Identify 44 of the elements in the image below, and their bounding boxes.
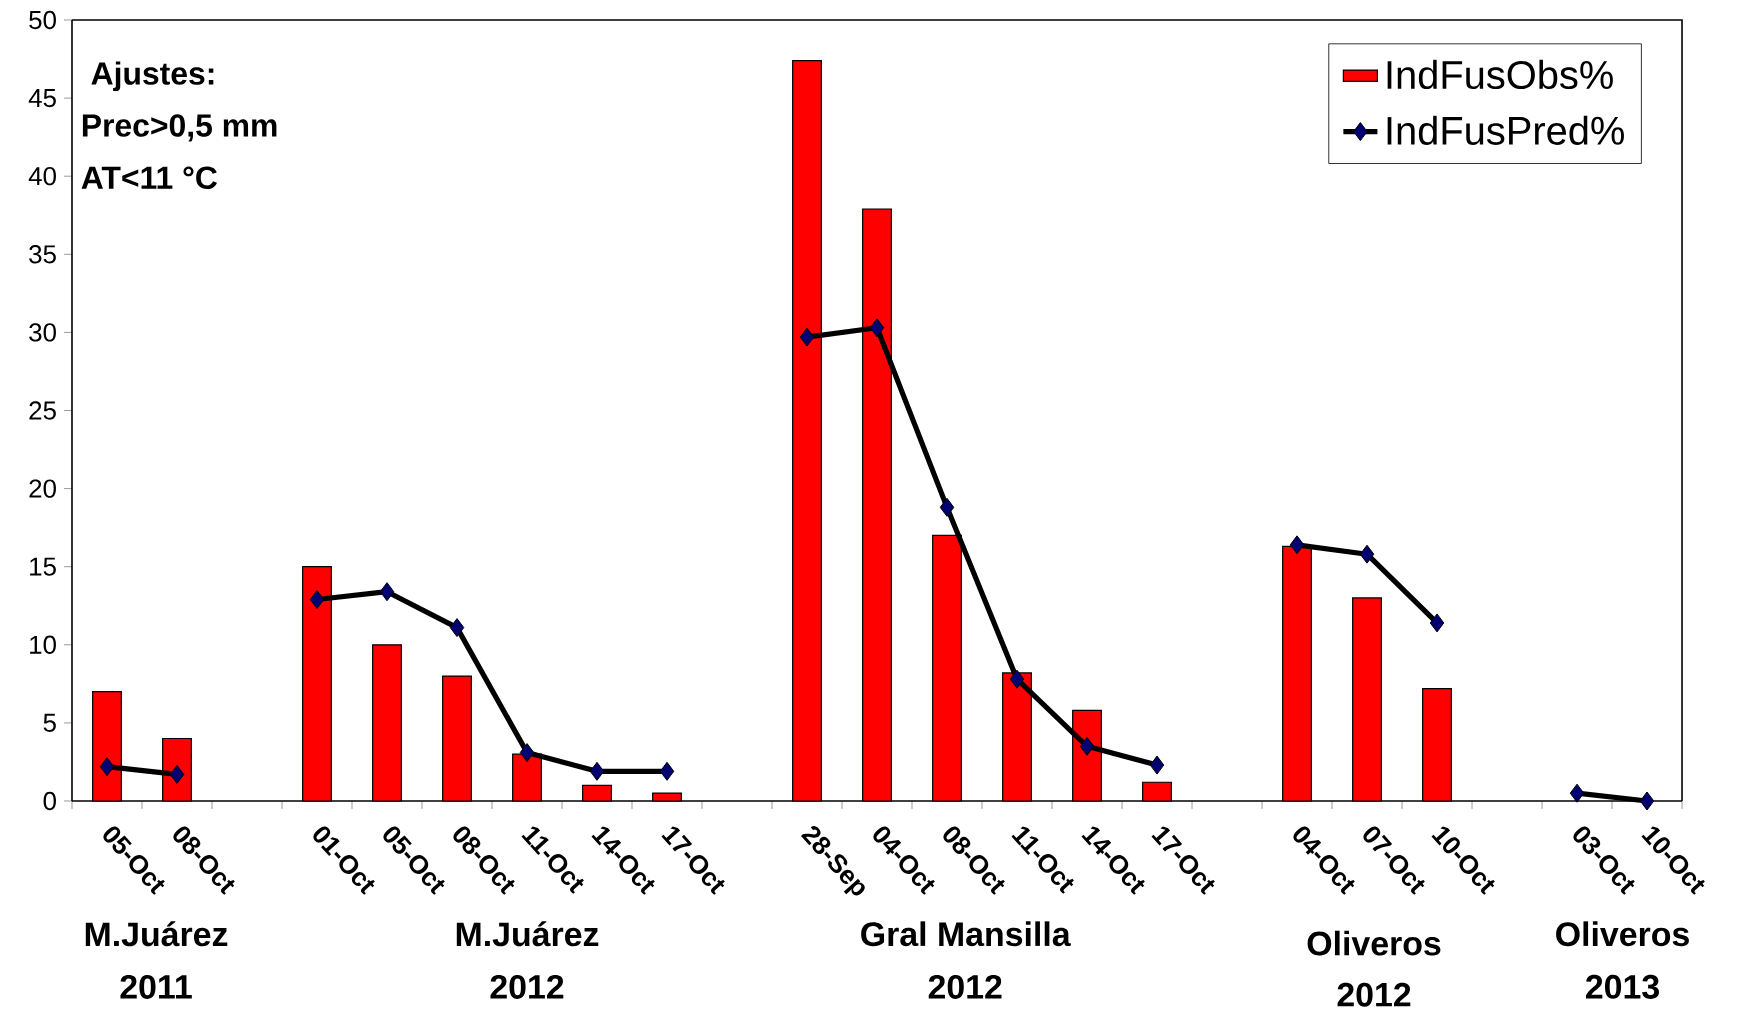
legend-label: IndFusPred%	[1387, 115, 1624, 145]
point	[659, 761, 675, 781]
point	[449, 618, 465, 638]
y-tick-label: 10	[30, 635, 56, 654]
legend-label: IndFusObs%	[1387, 59, 1613, 90]
point	[939, 497, 955, 517]
y-tick-label: 20	[29, 479, 56, 498]
y-tick-label: 45	[28, 89, 56, 108]
point	[869, 318, 885, 338]
point	[99, 757, 115, 777]
y-tick-label: 30	[29, 323, 56, 342]
point	[519, 743, 535, 763]
text: 2012	[1337, 982, 1411, 1007]
y-tick-label: 40	[28, 167, 56, 186]
text: Oliveros	[1307, 930, 1441, 956]
y-tick-label: 25	[29, 401, 56, 420]
text: 2011	[120, 974, 192, 999]
text: M.Juárez	[85, 921, 228, 947]
point	[309, 590, 325, 609]
y-tick-label: 35	[29, 245, 56, 264]
point	[379, 582, 395, 602]
point	[1149, 755, 1165, 775]
y-tick-label: 15	[30, 557, 56, 576]
text: M.Juárez	[456, 921, 599, 947]
annotation: Prec>0,5 mm	[82, 114, 277, 142]
text: Gral Mansilla	[861, 921, 1071, 947]
text: 2012	[490, 974, 564, 999]
point	[1079, 736, 1095, 756]
text: 2012	[928, 974, 1002, 999]
point	[1569, 783, 1585, 803]
point	[799, 327, 815, 347]
annotation: Ajustes:	[91, 61, 214, 92]
y-tick-label: 0	[43, 791, 56, 811]
point	[1289, 535, 1305, 555]
point	[589, 761, 605, 781]
text: Oliveros	[1556, 921, 1689, 947]
y-tick-label: 5	[43, 713, 56, 732]
point	[1009, 669, 1025, 689]
point	[1639, 791, 1655, 811]
y-tick-label: 50	[29, 10, 56, 30]
text: 2013	[1586, 974, 1659, 999]
point	[1429, 613, 1445, 633]
point	[1359, 544, 1375, 564]
annotation: AT<11 °C	[81, 166, 217, 190]
